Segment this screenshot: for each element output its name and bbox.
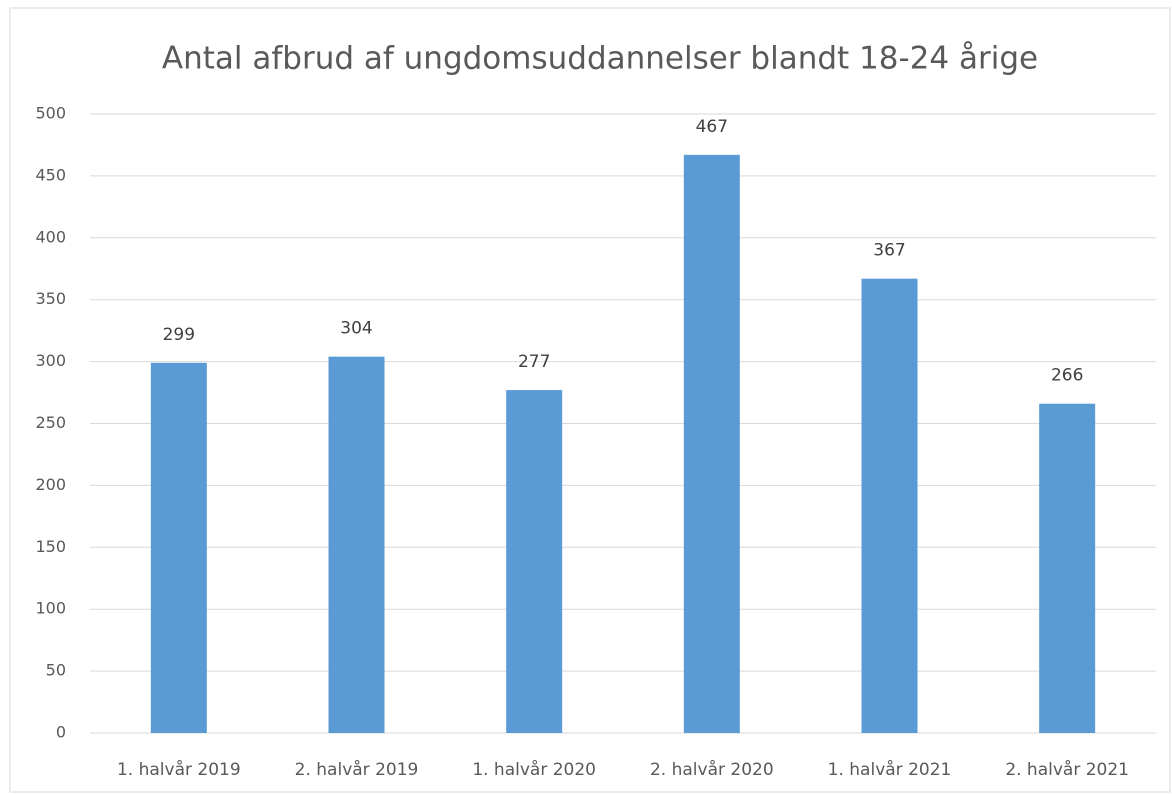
data-label: 304 — [340, 319, 372, 339]
y-tick-label: 300 — [35, 351, 66, 370]
bar — [683, 154, 740, 733]
y-tick-label: 100 — [35, 599, 66, 618]
y-tick-label: 200 — [35, 475, 66, 494]
x-tick-label: 2. halvår 2020 — [650, 759, 774, 780]
x-tick-label: 1. halvår 2019 — [117, 759, 241, 780]
bar — [1039, 403, 1096, 733]
bar — [150, 362, 207, 733]
y-tick-label: 50 — [46, 661, 66, 680]
chart-title: Antal afbrud af ungdomsuddannelser bland… — [162, 41, 1038, 77]
x-tick-label: 1. halvår 2020 — [472, 759, 596, 780]
x-tick-label: 1. halvår 2021 — [828, 759, 952, 780]
data-label: 277 — [518, 352, 550, 372]
x-tick-label: 2. halvår 2021 — [1005, 759, 1129, 780]
data-label: 266 — [1051, 366, 1083, 386]
data-label: 299 — [163, 325, 195, 345]
y-tick-label: 350 — [35, 289, 66, 308]
y-tick-label: 450 — [35, 165, 66, 184]
y-tick-label: 500 — [35, 104, 66, 123]
x-tick-label: 2. halvår 2019 — [295, 759, 419, 780]
data-label: 467 — [696, 117, 728, 137]
bar — [861, 278, 918, 733]
y-tick-label: 150 — [35, 537, 66, 556]
y-tick-label: 400 — [35, 227, 66, 246]
y-tick-label: 0 — [56, 723, 66, 742]
data-label: 367 — [873, 241, 905, 261]
y-tick-label: 250 — [35, 413, 66, 432]
bar — [328, 356, 385, 733]
bar — [506, 390, 563, 733]
